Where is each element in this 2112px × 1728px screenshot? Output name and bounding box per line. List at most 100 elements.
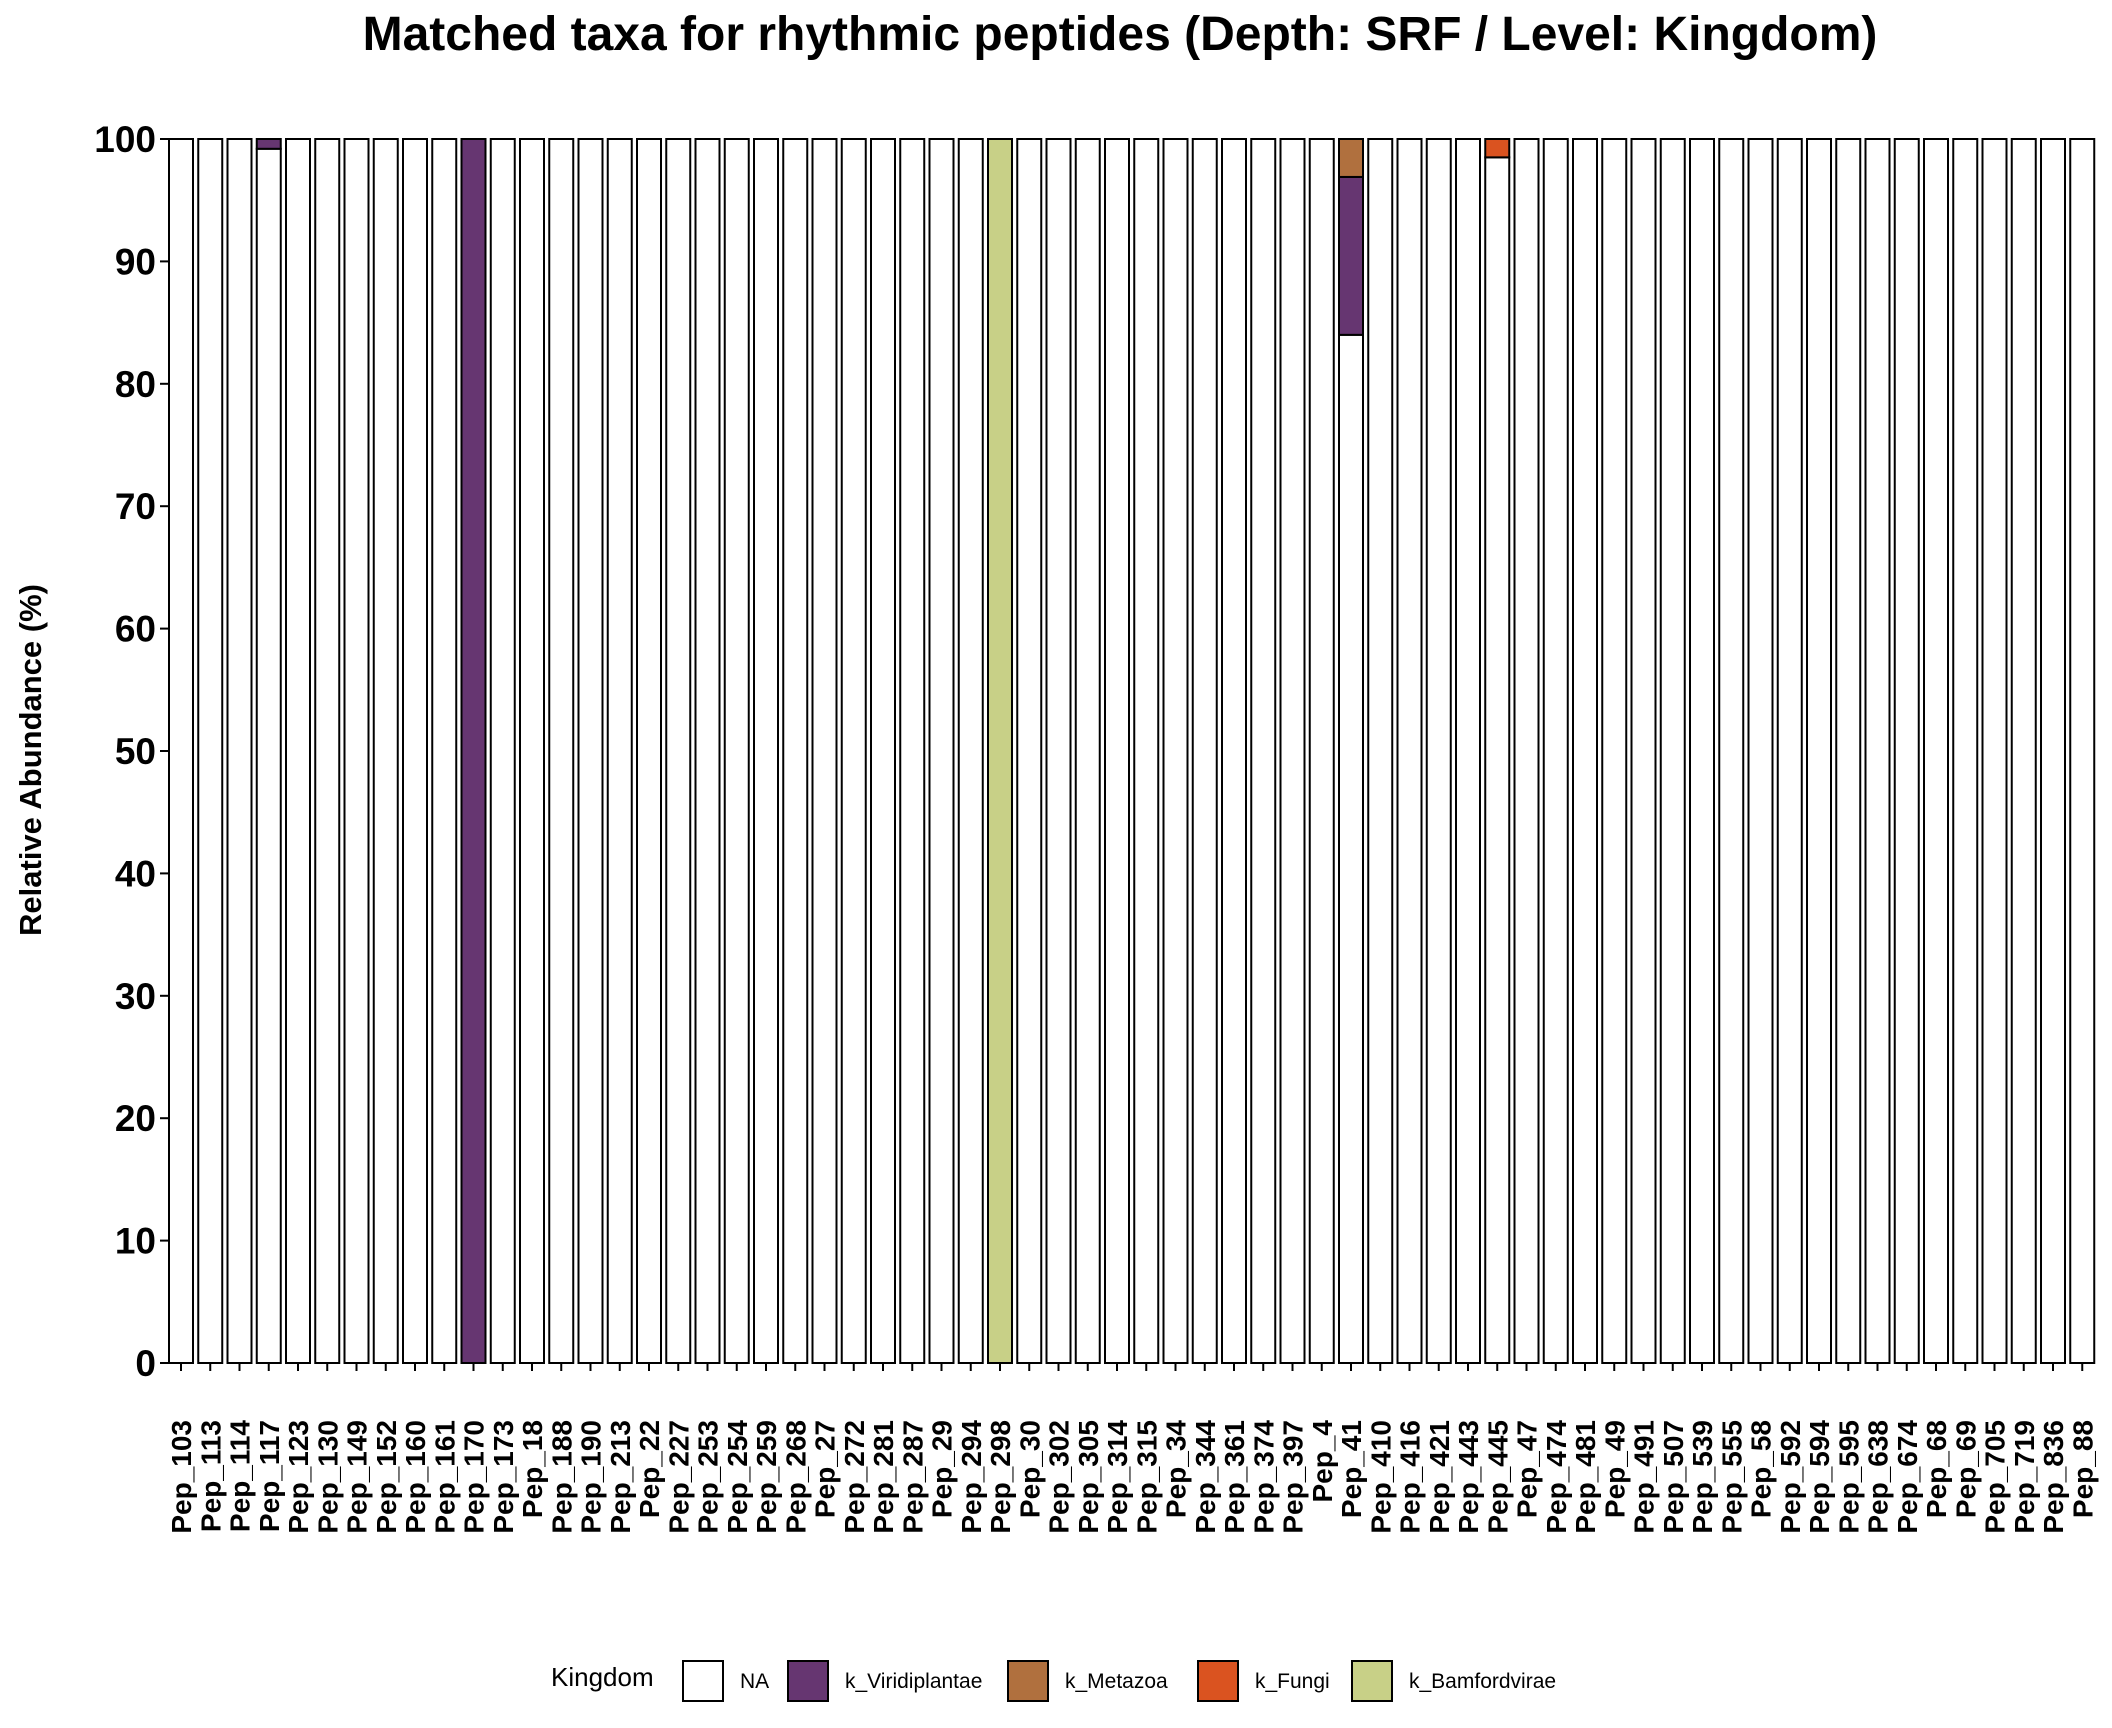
bar-segment-NA xyxy=(1250,138,1277,1364)
x-tick-label: Pep_314 xyxy=(1102,1420,1133,1534)
bar-segment-NA xyxy=(431,138,458,1364)
legend-label: k_Viridiplantae xyxy=(845,1670,982,1693)
x-tick-label: Pep_594 xyxy=(1804,1420,1835,1534)
x-tick-label: Pep_287 xyxy=(897,1420,928,1534)
bar-segment-NA xyxy=(519,138,545,1364)
bar-segment-NA xyxy=(1338,333,1364,1365)
bar-segment-NA xyxy=(723,138,750,1364)
legend-label: k_Metazoa xyxy=(1065,1670,1168,1693)
x-tick-label: Pep_41 xyxy=(1336,1420,1367,1518)
x-tick-label: Pep_272 xyxy=(839,1420,870,1534)
bar-segment-NA xyxy=(1455,138,1481,1364)
y-tick-label: 80 xyxy=(115,364,156,405)
legend-label: k_Bamfordvirae xyxy=(1409,1670,1556,1693)
x-tick-label: Pep_374 xyxy=(1248,1420,1279,1534)
legend-key-k_Metazoa xyxy=(1007,1660,1049,1702)
bar-segment-NA xyxy=(694,138,721,1364)
x-tick-label: Pep_361 xyxy=(1219,1420,1250,1534)
bar-segment-NA xyxy=(1806,138,1832,1364)
y-tick-label: 70 xyxy=(115,486,156,527)
x-tick-label: Pep_152 xyxy=(371,1420,402,1534)
legend-label: NA xyxy=(740,1670,769,1693)
x-tick-label: Pep_595 xyxy=(1833,1420,1864,1534)
x-tick-label: Pep_491 xyxy=(1629,1420,1660,1534)
x-tick-label: Pep_173 xyxy=(488,1420,519,1534)
x-tick-label: Pep_188 xyxy=(546,1420,577,1534)
bar-segment-NA xyxy=(606,138,633,1364)
legend-key-k_Bamfordvirae xyxy=(1351,1660,1393,1702)
bar-segment-NA xyxy=(636,138,662,1364)
y-axis: 0 10 20 30 40 50 60 70 80 90 100 xyxy=(94,119,168,1384)
legend-key-NA xyxy=(682,1660,724,1702)
y-tick-label: 30 xyxy=(115,976,156,1017)
bar-segment-NA xyxy=(1367,138,1394,1364)
bar-segment-NA xyxy=(957,138,984,1364)
bar-segment-NA xyxy=(1542,138,1569,1364)
legend: Kingdom NA k_Viridiplantae k_Metazoa k_Fung… xyxy=(551,1660,1556,1702)
x-tick-label: Pep_281 xyxy=(868,1420,899,1534)
bar-segment-k_Viridiplantae xyxy=(460,138,487,1364)
x-tick-label: Pep_259 xyxy=(751,1420,782,1534)
x-tick-label: Pep_507 xyxy=(1658,1420,1689,1534)
bar-segment-NA xyxy=(1016,138,1043,1364)
x-tick-label: Pep_253 xyxy=(693,1420,724,1534)
x-tick-label: Pep_58 xyxy=(1746,1420,1777,1518)
y-tick-label: 90 xyxy=(115,241,156,282)
x-tick-label: Pep_213 xyxy=(605,1420,636,1534)
bar-segment-NA xyxy=(1659,138,1686,1364)
x-tick-label: Pep_294 xyxy=(956,1420,987,1534)
x-tick-label: Pep_305 xyxy=(1073,1420,1104,1534)
bar-segment-NA xyxy=(1308,138,1335,1364)
bar-segment-NA xyxy=(870,138,896,1364)
y-tick-label: 100 xyxy=(94,119,156,160)
bar-segment-NA xyxy=(1835,138,1862,1364)
x-tick-label: Pep_69 xyxy=(1950,1420,1981,1518)
x-tick-label: Pep_27 xyxy=(810,1420,841,1518)
legend-label: k_Fungi xyxy=(1255,1670,1330,1693)
bar-segment-NA xyxy=(1279,138,1306,1364)
x-tick-label: Pep_123 xyxy=(283,1420,314,1534)
x-tick-label: Pep_18 xyxy=(517,1420,548,1518)
y-tick-label: 10 xyxy=(115,1221,156,1262)
x-tick-label: Pep_113 xyxy=(195,1420,226,1532)
bar-segment-NA xyxy=(753,138,779,1364)
legend-title: Kingdom xyxy=(551,1662,654,1692)
x-tick-label: Pep_555 xyxy=(1716,1420,1747,1534)
bar-segment-NA xyxy=(1425,138,1452,1364)
bar-segment-NA xyxy=(2069,138,2096,1364)
x-tick-label: Pep_443 xyxy=(1453,1420,1484,1534)
bar-segment-NA xyxy=(255,147,282,1365)
x-tick-label: Pep_4 xyxy=(1307,1420,1338,1503)
bar-segment-NA xyxy=(2040,138,2066,1364)
x-tick-label: Pep_719 xyxy=(2009,1420,2040,1534)
bar-segment-NA xyxy=(1162,138,1189,1364)
legend-key-k_Fungi xyxy=(1197,1660,1239,1702)
x-axis: Pep_103Pep_113Pep_114Pep_117Pep_123Pep_1… xyxy=(166,1363,2098,1534)
x-tick-label: Pep_315 xyxy=(1131,1420,1162,1534)
x-tick-label: Pep_227 xyxy=(663,1420,694,1534)
bar-segment-NA xyxy=(489,138,516,1364)
bar-segment-k_Bamfordvirae xyxy=(987,138,1013,1364)
legend-key-k_Viridiplantae xyxy=(787,1660,829,1702)
bar-segment-NA xyxy=(226,138,253,1364)
bar-segment-NA xyxy=(1572,138,1598,1364)
bar-segment-k_Viridiplantae xyxy=(1338,175,1364,336)
x-tick-label: Pep_397 xyxy=(1278,1420,1309,1534)
bar-segment-NA xyxy=(343,138,370,1364)
bar-segment-NA xyxy=(1864,138,1891,1364)
x-tick-label: Pep_474 xyxy=(1541,1420,1572,1534)
x-tick-label: Pep_539 xyxy=(1687,1420,1718,1534)
chart-title: Matched taxa for rhythmic peptides (Dept… xyxy=(363,8,1878,61)
bar-segment-NA xyxy=(811,138,838,1364)
x-tick-label: Pep_29 xyxy=(927,1420,958,1518)
bar-segment-NA xyxy=(782,138,809,1364)
bar-segment-NA xyxy=(928,138,955,1364)
bar-segment-NA xyxy=(1981,138,2008,1364)
x-tick-label: Pep_49 xyxy=(1599,1420,1630,1518)
x-tick-label: Pep_22 xyxy=(634,1420,665,1518)
x-tick-label: Pep_30 xyxy=(1014,1420,1045,1518)
bar-segment-NA xyxy=(1747,138,1774,1364)
x-tick-label: Pep_161 xyxy=(429,1420,460,1534)
y-tick-label: 20 xyxy=(115,1098,156,1139)
